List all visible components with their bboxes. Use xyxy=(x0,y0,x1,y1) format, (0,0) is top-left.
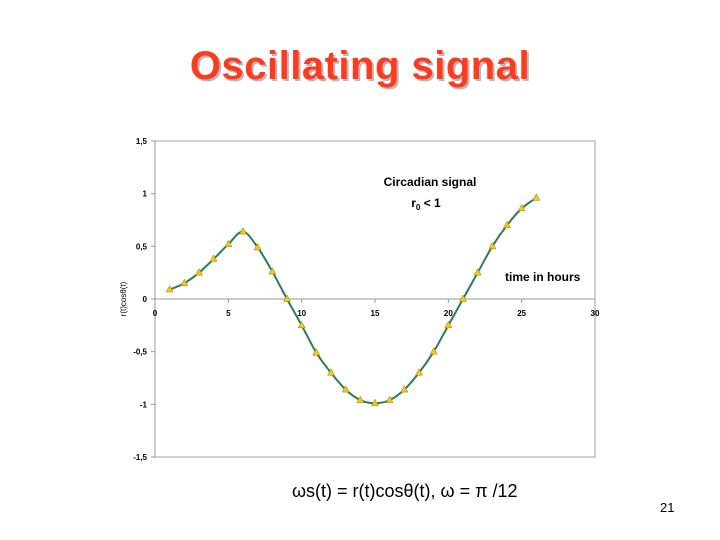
y-tick-label: 1 xyxy=(143,190,148,199)
x-tick-label: 25 xyxy=(517,309,526,318)
slide-title: Oscillating signal xyxy=(189,44,531,88)
x-tick-label: 5 xyxy=(226,309,231,318)
y-tick-label: -1 xyxy=(140,400,148,409)
annotation-rest: < 1 xyxy=(420,196,441,210)
data-point-marker xyxy=(459,294,467,302)
data-point-marker xyxy=(444,320,453,329)
y-tick-label: -0,5 xyxy=(133,348,147,357)
axes: 1,5 1 0,5 0 -0,5 -1 -1,5 0 5 10 15 20 25 30 xyxy=(133,137,600,462)
y-tick-label: -1,5 xyxy=(133,453,147,462)
data-point-marker xyxy=(327,368,335,376)
data-point-marker xyxy=(224,239,233,247)
data-point-marker xyxy=(473,268,482,276)
marker-layer xyxy=(165,193,541,407)
data-point-marker xyxy=(385,395,394,403)
data-point-marker xyxy=(195,268,203,276)
data-point-marker xyxy=(400,385,409,393)
data-point-marker xyxy=(341,385,350,393)
x-tick-label: 0 xyxy=(153,309,158,318)
data-point-marker xyxy=(503,220,511,229)
y-tick-label: 0,5 xyxy=(136,242,148,251)
data-point-marker xyxy=(283,294,291,302)
data-point-marker xyxy=(180,278,189,286)
annotation-line2: r0 < 1 xyxy=(411,196,441,212)
x-tick-label: 30 xyxy=(591,309,600,318)
data-point-marker xyxy=(312,348,321,356)
data-point-marker xyxy=(532,193,541,201)
annotation-r: r xyxy=(411,196,416,210)
annotation-line1: Circadian signal xyxy=(384,175,477,189)
data-point-marker xyxy=(253,242,262,251)
data-point-marker xyxy=(371,398,379,407)
x-axis-label: time in hours xyxy=(505,270,581,284)
y-tick-label: 1,5 xyxy=(136,137,148,146)
x-tick-label: 20 xyxy=(444,309,453,318)
x-tick-label: 10 xyxy=(297,309,306,318)
x-tick-label: 15 xyxy=(371,309,380,318)
data-point-marker xyxy=(239,227,247,235)
data-point-marker xyxy=(165,284,174,293)
formula-caption: ωs(t) = r(t)cosθ(t), ω = π /12 xyxy=(292,481,518,501)
data-point-marker xyxy=(297,320,306,329)
data-point-marker xyxy=(415,368,423,376)
data-point-marker xyxy=(209,254,218,262)
data-point-marker xyxy=(517,203,526,212)
data-point-marker xyxy=(356,395,365,403)
y-tick-label: 0 xyxy=(143,295,148,304)
data-point-marker xyxy=(429,347,438,355)
data-point-marker xyxy=(488,241,497,250)
annotation-subscript: 0 xyxy=(416,203,421,212)
y-axis-label: r(t)cosθ(t) xyxy=(119,281,128,316)
page-number: 21 xyxy=(660,500,675,515)
data-point-marker xyxy=(268,267,277,275)
